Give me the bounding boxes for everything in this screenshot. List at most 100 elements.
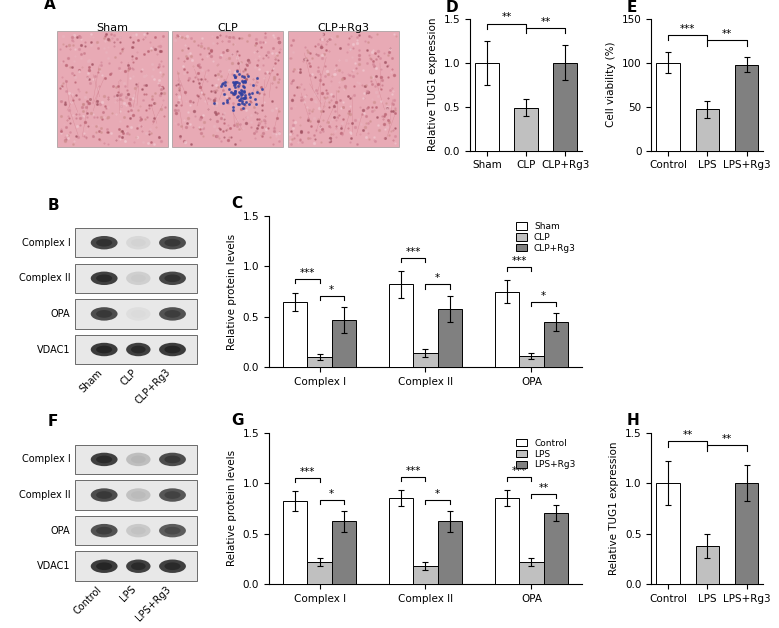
Ellipse shape	[159, 343, 186, 356]
Ellipse shape	[131, 239, 146, 247]
Legend: Sham, CLP, CLP+Rg3: Sham, CLP, CLP+Rg3	[514, 220, 578, 254]
Text: ***: ***	[512, 466, 527, 476]
Text: *: *	[435, 273, 440, 283]
Bar	[519, 562, 544, 584]
Text: F: F	[48, 414, 58, 430]
Ellipse shape	[90, 343, 118, 356]
Ellipse shape	[164, 345, 181, 354]
Text: *: *	[435, 489, 440, 499]
Ellipse shape	[164, 310, 181, 318]
Bar	[287, 31, 399, 146]
Text: CLP: CLP	[217, 23, 238, 33]
Ellipse shape	[96, 455, 112, 463]
Ellipse shape	[159, 560, 186, 573]
Bar	[656, 63, 680, 151]
Ellipse shape	[164, 527, 181, 534]
Bar	[438, 309, 462, 367]
Ellipse shape	[131, 527, 146, 534]
Text: B: B	[48, 198, 59, 213]
Text: VDAC1: VDAC1	[37, 561, 71, 571]
Ellipse shape	[159, 453, 186, 466]
Ellipse shape	[90, 524, 118, 538]
Ellipse shape	[126, 489, 150, 502]
Bar	[57, 31, 167, 146]
Bar	[514, 107, 538, 151]
Ellipse shape	[131, 563, 146, 570]
Ellipse shape	[126, 271, 150, 285]
Legend: Control, LPS, LPS+Rg3: Control, LPS, LPS+Rg3	[515, 437, 578, 471]
Text: H: H	[626, 413, 640, 428]
Text: VDAC1: VDAC1	[37, 345, 71, 355]
Ellipse shape	[90, 271, 118, 285]
Ellipse shape	[164, 563, 181, 570]
Text: LPS: LPS	[118, 584, 139, 604]
Bar	[332, 521, 356, 584]
Bar	[389, 284, 414, 367]
FancyBboxPatch shape	[75, 299, 197, 328]
Text: Sham: Sham	[77, 367, 104, 394]
Text: ***: ***	[406, 466, 421, 476]
FancyBboxPatch shape	[75, 516, 197, 545]
Ellipse shape	[131, 310, 146, 318]
Text: CLP: CLP	[118, 367, 139, 387]
Text: ***: ***	[512, 256, 527, 266]
Ellipse shape	[164, 491, 181, 499]
Bar	[696, 546, 719, 584]
Bar	[438, 521, 462, 584]
Text: **: **	[682, 430, 693, 440]
Text: **: **	[722, 29, 732, 39]
Bar	[495, 291, 519, 367]
Ellipse shape	[126, 307, 150, 321]
Ellipse shape	[164, 274, 181, 282]
Bar	[544, 322, 568, 367]
Text: **: **	[538, 483, 548, 493]
Ellipse shape	[131, 345, 146, 354]
Bar	[389, 498, 414, 584]
FancyBboxPatch shape	[75, 445, 197, 474]
FancyBboxPatch shape	[75, 480, 197, 510]
Ellipse shape	[126, 453, 150, 466]
FancyBboxPatch shape	[75, 228, 197, 257]
Y-axis label: Relative protein levels: Relative protein levels	[227, 234, 237, 350]
Text: ***: ***	[300, 268, 315, 278]
Text: A: A	[44, 0, 56, 13]
Ellipse shape	[96, 239, 112, 247]
FancyBboxPatch shape	[75, 335, 197, 364]
Text: *: *	[330, 489, 334, 499]
Text: Sham: Sham	[97, 23, 129, 33]
Bar	[544, 513, 568, 584]
Text: OPA: OPA	[51, 309, 71, 319]
FancyBboxPatch shape	[75, 264, 197, 293]
Text: ***: ***	[300, 467, 315, 477]
Text: Control: Control	[72, 584, 104, 616]
Ellipse shape	[96, 274, 112, 282]
Bar	[656, 483, 680, 584]
Text: *: *	[330, 284, 334, 295]
Ellipse shape	[131, 455, 146, 463]
Text: Complex II: Complex II	[19, 273, 71, 283]
Ellipse shape	[126, 560, 150, 573]
Ellipse shape	[90, 453, 118, 466]
Ellipse shape	[96, 563, 112, 570]
Y-axis label: Relative TUG1 expression: Relative TUG1 expression	[609, 441, 619, 575]
Bar	[554, 63, 577, 151]
Ellipse shape	[159, 307, 186, 321]
Bar	[414, 566, 438, 584]
Ellipse shape	[159, 271, 186, 285]
Text: G: G	[231, 413, 244, 428]
Ellipse shape	[96, 345, 112, 354]
Text: Complex I: Complex I	[22, 455, 71, 465]
Ellipse shape	[159, 524, 186, 538]
Text: CLP+Rg3: CLP+Rg3	[133, 367, 172, 406]
Bar	[696, 109, 719, 151]
Ellipse shape	[126, 343, 150, 356]
Bar	[475, 63, 499, 151]
Ellipse shape	[96, 491, 112, 499]
Text: Complex II: Complex II	[19, 490, 71, 500]
Text: OPA: OPA	[51, 526, 71, 536]
Ellipse shape	[126, 236, 150, 249]
Bar	[519, 356, 544, 367]
Ellipse shape	[90, 560, 118, 573]
Bar	[495, 498, 519, 584]
Bar	[735, 483, 758, 584]
